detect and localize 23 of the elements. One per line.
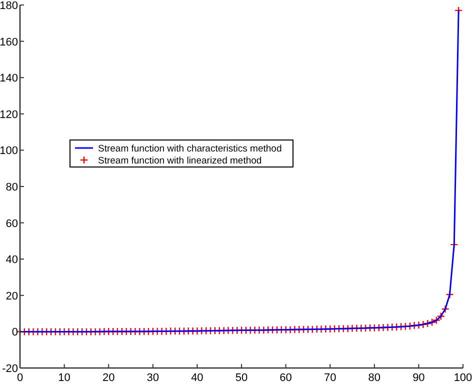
y-tick-label: -20 [2,363,18,375]
legend-label: Stream function with linearized method [98,156,262,166]
x-tick-label: 90 [412,372,425,384]
y-tick-label: 80 [6,182,18,194]
legend-label: Stream function with characteristics method [98,144,282,154]
x-tick-label: 30 [146,372,160,384]
y-tick-label: 140 [0,72,18,85]
x-tick-label: 10 [58,372,70,384]
x-tick-label: 50 [235,372,248,384]
x-tick-label: 60 [280,372,292,384]
y-tick-label: 180 [0,0,18,12]
y-tick-label: 0 [12,326,18,339]
x-tick-label: 20 [102,372,115,384]
y-tick-label: 100 [0,145,18,158]
y-tick-label: 20 [6,290,18,302]
x-tick-label: 40 [191,372,204,384]
y-tick-label: 40 [6,254,18,266]
y-tick-label: 60 [6,218,18,230]
x-tick-label: 70 [324,372,336,384]
x-tick-label: 80 [368,372,381,384]
x-tick-label: 100 [454,372,472,384]
y-tick-label: 120 [0,108,18,121]
y-tick-label: 160 [0,36,18,48]
